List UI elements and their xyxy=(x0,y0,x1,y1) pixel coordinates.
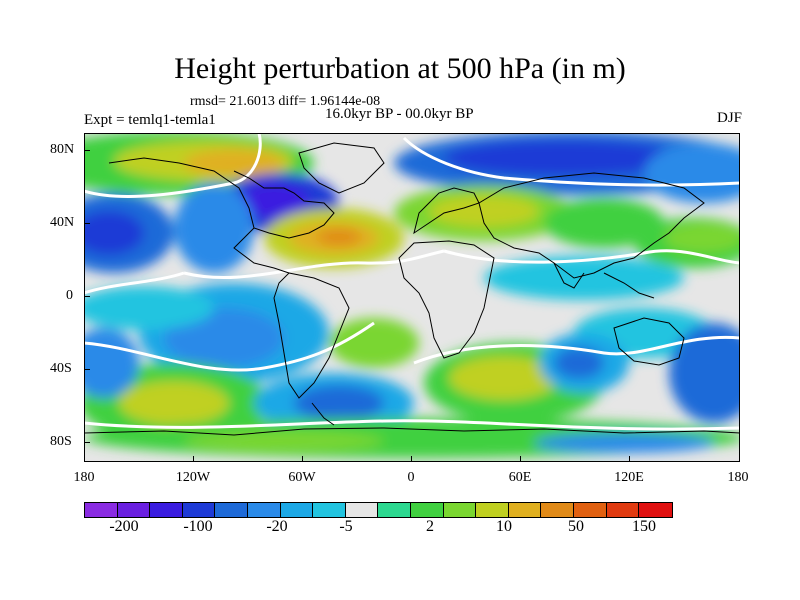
lon-tick xyxy=(629,456,630,462)
colorbar-cell xyxy=(215,503,248,517)
colorbar-cell xyxy=(508,503,542,517)
lon-tick xyxy=(520,456,521,462)
lat-tick xyxy=(84,442,90,443)
lon-tick-label: 120W xyxy=(175,470,211,485)
lon-tick xyxy=(302,456,303,462)
lon-tick-label: 120E xyxy=(614,470,644,485)
colorbar-cell xyxy=(639,503,672,517)
colorbar-cell xyxy=(541,503,574,517)
lat-tick-label: 80N xyxy=(50,142,75,157)
colorbar-cell xyxy=(476,503,509,517)
colorbar-label: 10 xyxy=(496,518,512,535)
colorbar-label: -200 xyxy=(109,518,139,535)
lat-tick-label: 40N xyxy=(50,215,75,230)
coastlines xyxy=(84,142,740,436)
experiment-label: Expt = temlq1-temla1 xyxy=(84,112,216,128)
lon-tick xyxy=(411,456,412,462)
colorbar-cell xyxy=(182,503,216,517)
field-plot xyxy=(84,133,740,462)
lat-tick-label: 80S xyxy=(50,434,72,449)
lat-tick xyxy=(84,369,90,370)
colorbar-cell xyxy=(606,503,640,517)
colorbar-cell xyxy=(378,503,411,517)
lat-tick xyxy=(84,150,90,151)
lon-tick-label: 180 xyxy=(727,470,749,485)
lat-tick-label: 40S xyxy=(50,361,72,376)
colorbar-cell xyxy=(313,503,346,517)
colorbar-cell xyxy=(280,503,314,517)
period-label: 16.0kyr BP - 00.0kyr BP xyxy=(325,106,474,122)
colorbar-cell xyxy=(410,503,444,517)
map-area xyxy=(84,133,740,462)
colorbar-label: 150 xyxy=(632,518,656,535)
lat-tick xyxy=(84,296,90,297)
colorbar-label: 2 xyxy=(426,518,434,535)
lon-tick-label: 60E xyxy=(508,470,532,485)
colorbar-cell xyxy=(345,503,379,517)
colorbar-cell xyxy=(247,503,281,517)
colorbar-cell xyxy=(85,503,118,517)
lat-tick-label: 0 xyxy=(66,288,73,303)
colorbar-cell xyxy=(443,503,477,517)
lon-tick-label: 60W xyxy=(288,470,316,485)
colorbar-label: 50 xyxy=(568,518,584,535)
colorbar-cell xyxy=(150,503,183,517)
zero-contours xyxy=(84,133,740,431)
colorbar-label: -20 xyxy=(266,518,288,535)
lon-tick-label: 180 xyxy=(73,470,95,485)
stats-label: rmsd= 21.6013 diff= 1.96144e-08 xyxy=(190,94,381,109)
lon-tick xyxy=(193,456,194,462)
colorbar-label: -5 xyxy=(339,518,353,535)
season-label: DJF xyxy=(716,110,742,126)
colorbar-label: -100 xyxy=(183,518,213,535)
colorbar-cell xyxy=(117,503,151,517)
lat-tick xyxy=(84,223,90,224)
lon-tick-label: 0 xyxy=(407,470,415,485)
colorbar-cell xyxy=(573,503,607,517)
map-title: Height perturbation at 500 hPa (in m) xyxy=(174,52,626,85)
colorbar xyxy=(84,502,673,518)
